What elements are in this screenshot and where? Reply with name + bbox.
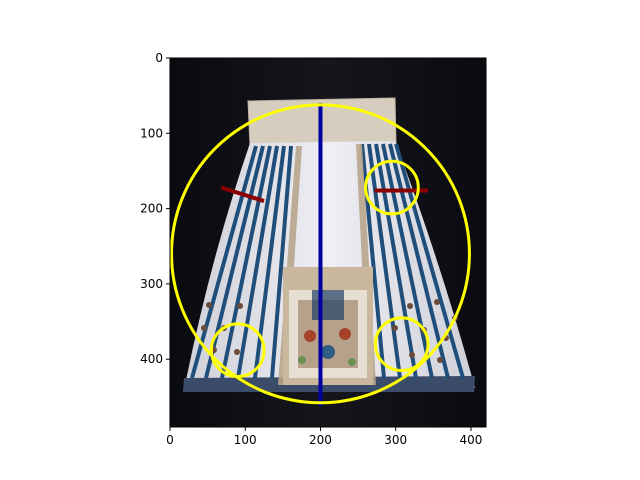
y-tick-label: 400 [140, 352, 163, 366]
overlay-circle [209, 322, 266, 379]
overlay-circle [364, 159, 420, 216]
overlay-circle [373, 316, 430, 372]
x-axis: 0 100 200 300 400 [166, 427, 482, 447]
annotation-overlays [170, 103, 471, 406]
overlay-line [220, 185, 265, 203]
y-tick-label: 0 [155, 51, 163, 65]
x-tick-label: 0 [166, 433, 174, 447]
x-tick-label: 200 [309, 433, 332, 447]
axes-frame [169, 57, 487, 428]
photo [170, 58, 486, 427]
y-tick-label: 200 [140, 202, 163, 216]
x-tick-label: 300 [384, 433, 407, 447]
right-pleat-stripes [360, 143, 465, 379]
x-tick-label: 400 [459, 433, 482, 447]
y-tick-label: 100 [140, 126, 163, 140]
left-pleat-stripes [190, 145, 293, 379]
overlay-circle [170, 103, 471, 405]
y-tick-label: 300 [140, 277, 163, 291]
x-tick-label: 100 [234, 433, 257, 447]
y-axis: 0 100 200 300 400 [140, 51, 170, 366]
embroidered-panel [283, 267, 373, 385]
